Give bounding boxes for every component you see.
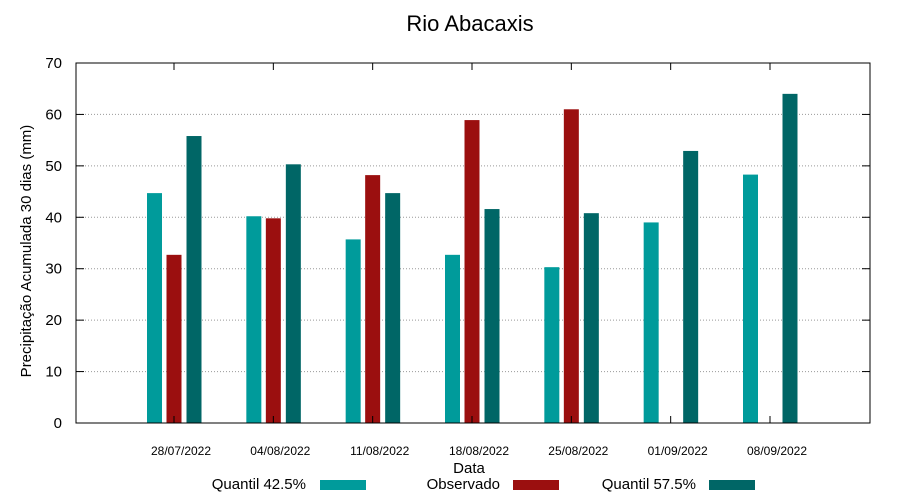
y-tick-label: 70	[45, 55, 62, 72]
bar-quantil-42-5-4	[544, 267, 560, 423]
plot-frame	[75, 62, 871, 424]
bar-quantil-57-5-2	[385, 193, 401, 423]
bar-quantil-57-5-4	[583, 213, 599, 423]
bar-quantil-42-5-5	[643, 222, 659, 423]
x-tick-label: 28/07/2022	[151, 444, 211, 458]
bar-quantil-42-5-1	[246, 216, 262, 423]
gridlines	[76, 113, 870, 373]
y-tick-label: 50	[45, 158, 62, 175]
y-tick-label: 60	[45, 106, 62, 123]
bar-quantil-57-5-1	[285, 164, 301, 424]
bar-quantil-57-5-0	[186, 136, 202, 423]
y-tick-label: 10	[45, 364, 62, 381]
legend-swatch	[513, 480, 559, 490]
bar-observado-2	[365, 175, 381, 423]
x-tick-label: 04/08/2022	[250, 444, 310, 458]
y-tick-label: 40	[45, 209, 62, 226]
y-tick-label: 30	[45, 261, 62, 278]
bar-quantil-42-5-2	[345, 239, 361, 423]
y-axis-label: Precipitação Acumulada 30 dias (mm)	[18, 125, 35, 378]
bar-quantil-57-5-6	[782, 93, 798, 423]
bar-quantil-57-5-3	[484, 209, 500, 423]
bars	[147, 93, 798, 424]
bar-observado-0	[166, 254, 182, 423]
bar-quantil-42-5-3	[445, 254, 460, 423]
bar-quantil-42-5-0	[147, 193, 162, 423]
legend-swatch	[320, 480, 366, 490]
x-tick-label: 11/08/2022	[350, 444, 409, 458]
bar-observado-4	[563, 109, 579, 424]
x-tick-label: 18/08/2022	[449, 444, 509, 458]
x-axis-ticks: 28/07/2022 04/08/2022 11/08/2022 18/08/2022…	[151, 63, 807, 458]
x-tick-label: 08/09/2022	[747, 444, 807, 458]
x-axis-label: Data	[453, 460, 485, 477]
y-axis-ticks: 0 10 20 30 40 50 60 70	[45, 55, 870, 432]
legend-label: Quantil 42.5%	[212, 476, 306, 493]
bar-observado-1	[265, 218, 281, 423]
bar-quantil-57-5-5	[683, 150, 699, 423]
legend-label: Quantil 57.5%	[602, 476, 696, 493]
legend: Quantil 42.5% Observado Quantil 57.5%	[212, 476, 755, 493]
legend-label: Observado	[427, 476, 500, 493]
chart-title: Rio Abacaxis	[406, 11, 533, 36]
y-tick-label: 0	[54, 415, 62, 432]
bar-observado-3	[464, 120, 480, 423]
bar-quantil-42-5-6	[743, 174, 758, 423]
legend-swatch	[709, 480, 755, 490]
x-tick-label: 01/09/2022	[648, 444, 708, 458]
x-tick-label: 25/08/2022	[548, 444, 608, 458]
y-tick-label: 20	[45, 312, 62, 329]
